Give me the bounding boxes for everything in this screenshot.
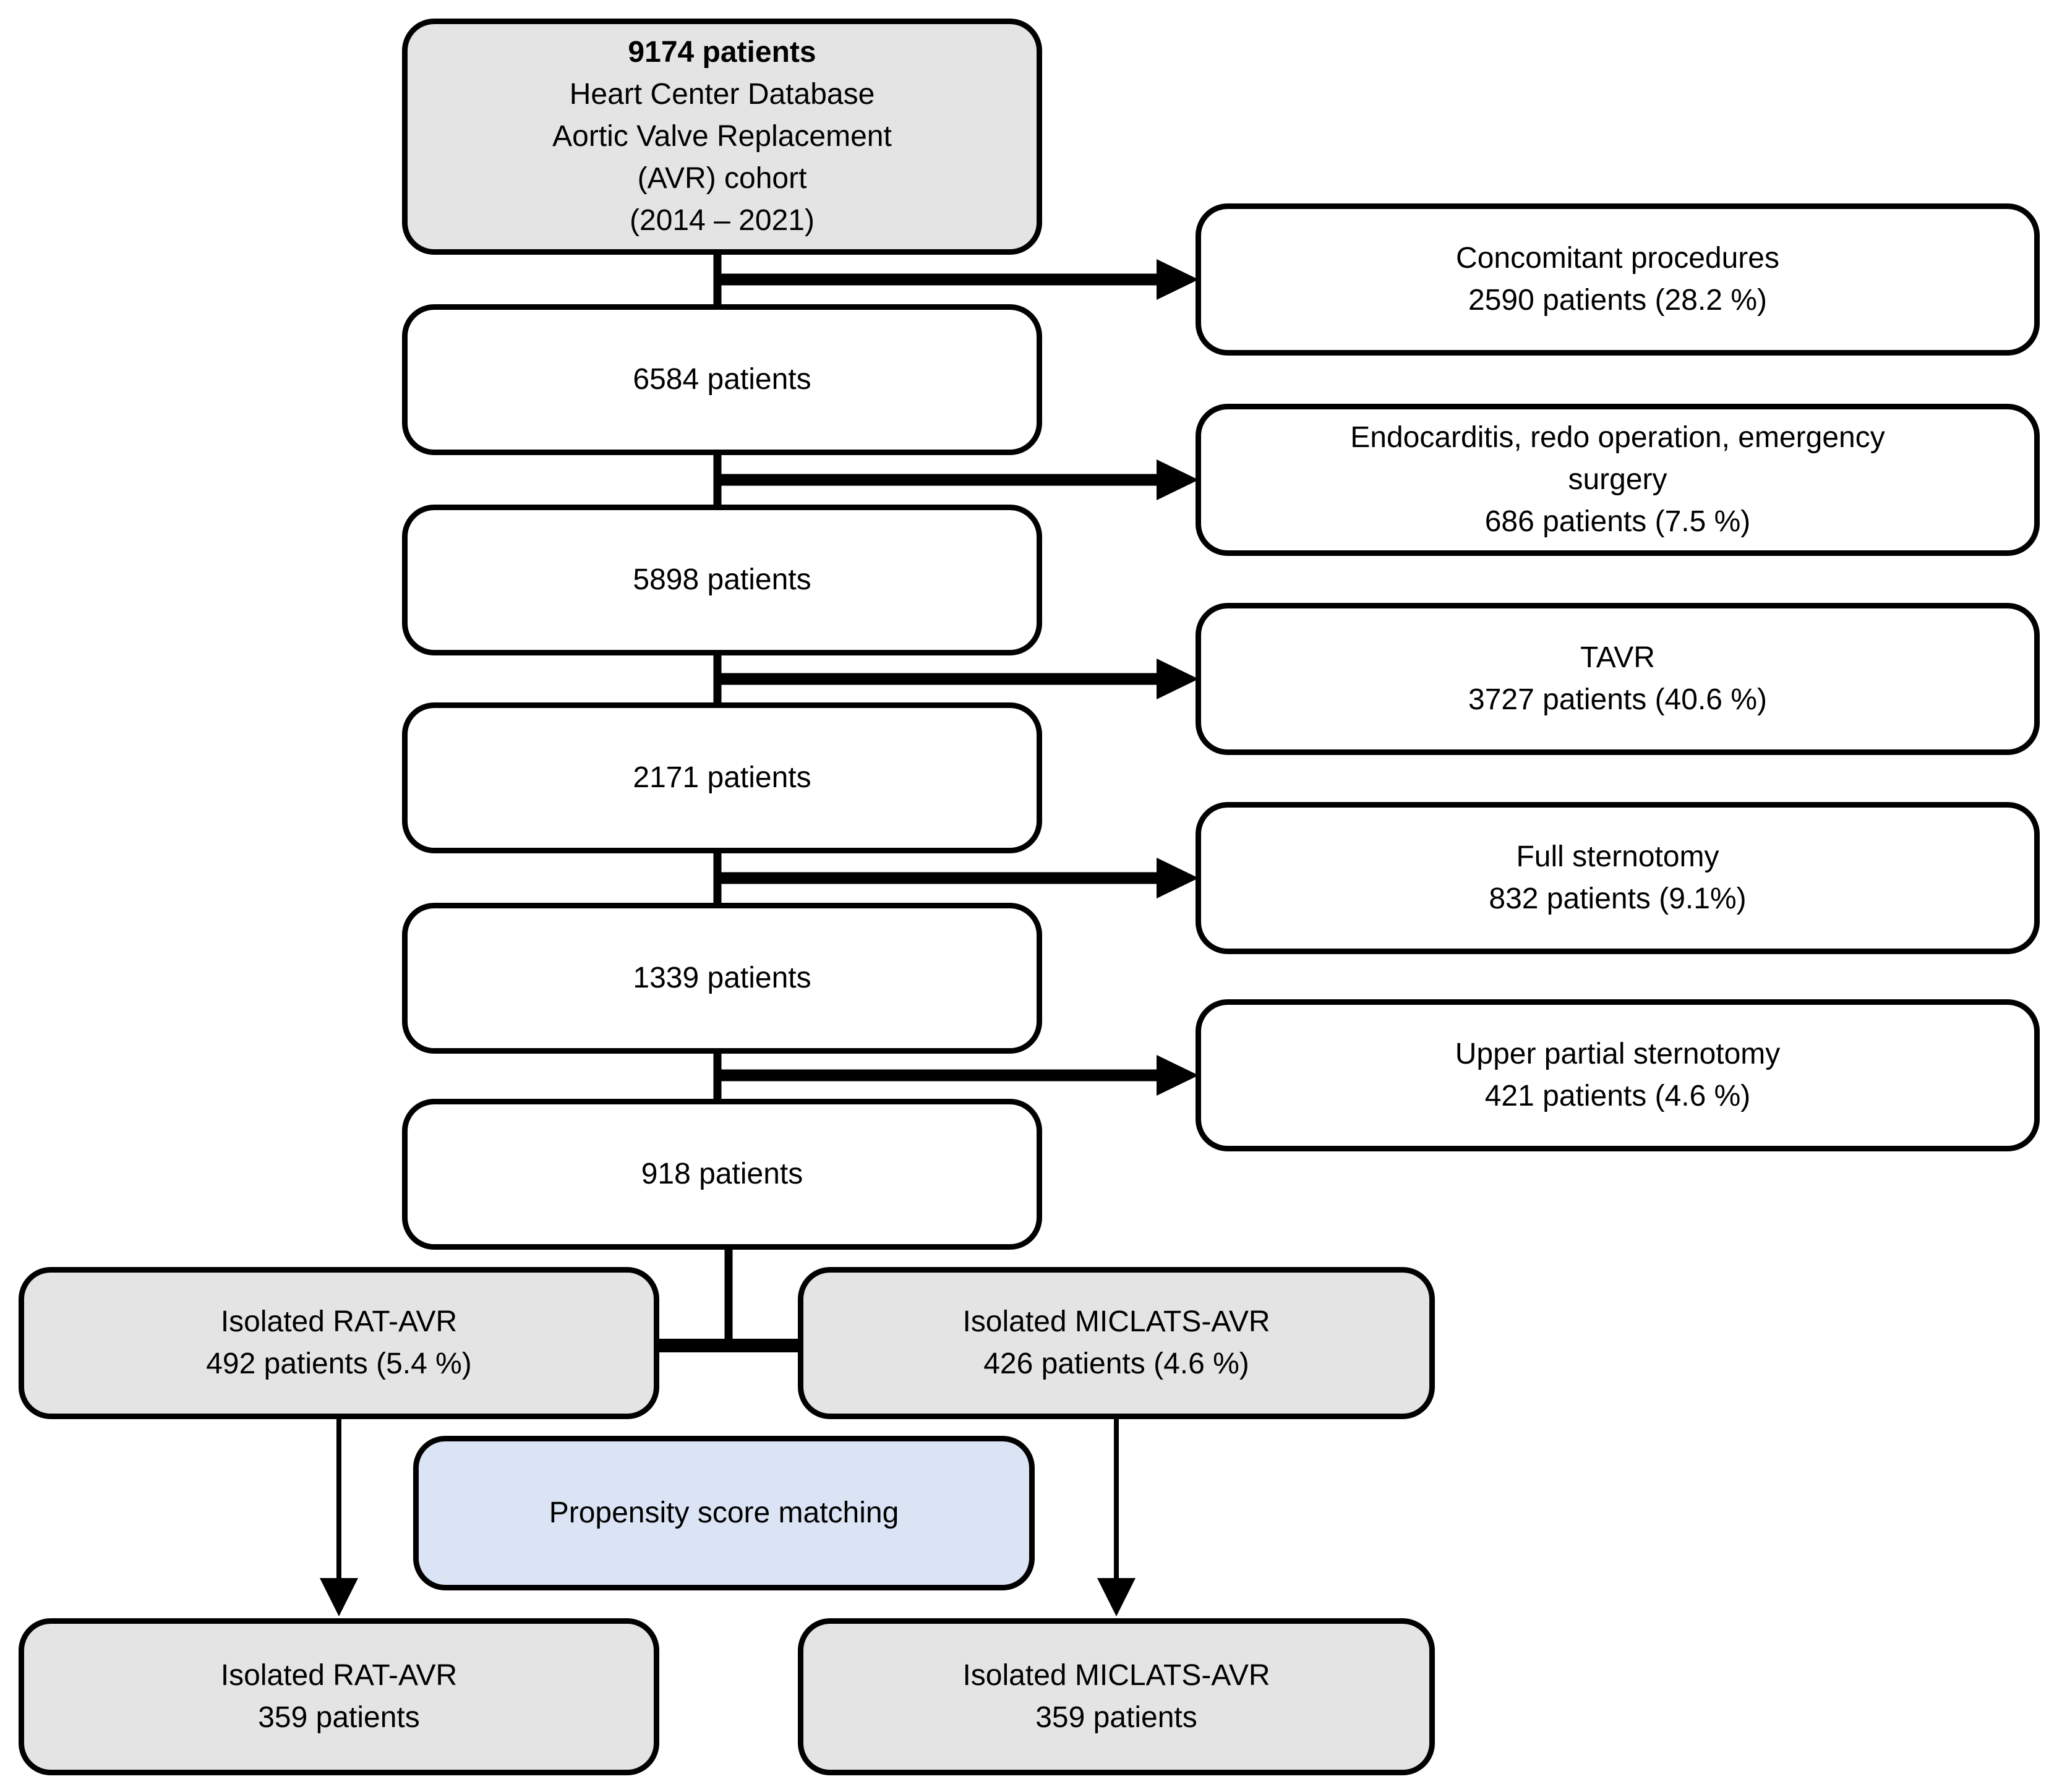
matching-label: Propensity score matching xyxy=(549,1496,899,1529)
matched-arm-count: 359 patients xyxy=(1035,1701,1197,1734)
box-miclats-avr: Isolated MICLATS-AVR 426 patients (4.6 %… xyxy=(798,1267,1435,1419)
matched-arm-name: Isolated MICLATS-AVR xyxy=(962,1659,1270,1692)
box-5898-patients: 5898 patients xyxy=(402,505,1042,655)
box-exclusion-tavr: TAVR 3727 patients (40.6 %) xyxy=(1196,603,2040,755)
step-count: 2171 patients xyxy=(633,761,811,794)
exclusion-reason: Full sternotomy xyxy=(1516,840,1719,873)
matched-arm-count: 359 patients xyxy=(258,1701,420,1734)
box-2171-patients: 2171 patients xyxy=(402,702,1042,853)
cohort-years: (2014 – 2021) xyxy=(630,204,815,237)
arrow-rat-avr-matched xyxy=(320,1419,358,1616)
cohort-procedure: Aortic Valve Replacement xyxy=(552,120,892,153)
box-miclats-avr-matched: Isolated MICLATS-AVR 359 patients xyxy=(798,1618,1435,1775)
connector-918-split xyxy=(653,1250,805,1352)
box-1339-patients: 1339 patients xyxy=(402,903,1042,1054)
arrow-exclusion-endocarditis xyxy=(717,459,1199,500)
box-918-patients: 918 patients xyxy=(402,1099,1042,1250)
cohort-count: 9174 patients xyxy=(628,36,816,69)
arrow-exclusion-upper-partial-sternotomy xyxy=(717,1055,1199,1096)
arrow-exclusion-tavr xyxy=(717,659,1199,699)
box-cohort: 9174 patients Heart Center Database Aort… xyxy=(402,19,1042,255)
step-count: 918 patients xyxy=(641,1158,803,1190)
box-exclusion-upper-partial-sternotomy: Upper partial sternotomy 421 patients (4… xyxy=(1196,999,2040,1151)
exclusion-reason: TAVR xyxy=(1580,641,1655,674)
step-count: 6584 patients xyxy=(633,363,811,396)
matched-arm-name: Isolated RAT-AVR xyxy=(220,1659,458,1692)
exclusion-count: 686 patients (7.5 %) xyxy=(1484,505,1751,538)
box-propensity-matching: Propensity score matching xyxy=(413,1436,1035,1590)
arrow-exclusion-full-sternotomy xyxy=(717,858,1199,898)
arm-count: 426 patients (4.6 %) xyxy=(983,1347,1249,1380)
exclusion-count: 832 patients (9.1%) xyxy=(1489,882,1747,915)
exclusion-count: 2590 patients (28.2 %) xyxy=(1468,284,1767,317)
box-exclusion-endocarditis: Endocarditis, redo operation, emergency … xyxy=(1196,404,2040,556)
cohort-name: (AVR) cohort xyxy=(637,162,807,195)
exclusion-reason: Concomitant procedures xyxy=(1456,242,1779,275)
step-count: 1339 patients xyxy=(633,962,811,994)
arrow-exclusion-concomitant xyxy=(717,259,1199,300)
box-6584-patients: 6584 patients xyxy=(402,304,1042,455)
arm-count: 492 patients (5.4 %) xyxy=(206,1347,472,1380)
exclusion-reason-cont: surgery xyxy=(1568,463,1667,496)
step-count: 5898 patients xyxy=(633,563,811,596)
exclusion-count: 3727 patients (40.6 %) xyxy=(1468,683,1767,716)
arrow-miclats-avr-matched xyxy=(1097,1419,1136,1616)
exclusion-reason: Endocarditis, redo operation, emergency xyxy=(1350,421,1885,454)
box-rat-avr: Isolated RAT-AVR 492 patients (5.4 %) xyxy=(19,1267,659,1419)
arm-name: Isolated RAT-AVR xyxy=(220,1305,458,1338)
box-rat-avr-matched: Isolated RAT-AVR 359 patients xyxy=(19,1618,659,1775)
exclusion-reason: Upper partial sternotomy xyxy=(1455,1038,1781,1070)
box-exclusion-full-sternotomy: Full sternotomy 832 patients (9.1%) xyxy=(1196,802,2040,954)
cohort-source: Heart Center Database xyxy=(569,78,875,111)
exclusion-count: 421 patients (4.6 %) xyxy=(1484,1080,1751,1112)
box-exclusion-concomitant: Concomitant procedures 2590 patients (28… xyxy=(1196,203,2040,356)
arm-name: Isolated MICLATS-AVR xyxy=(962,1305,1270,1338)
